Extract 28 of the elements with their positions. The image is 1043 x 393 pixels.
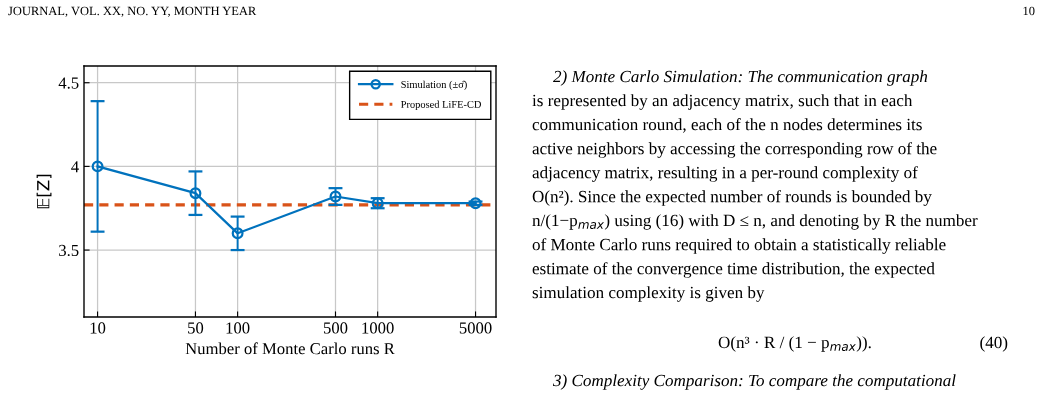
text: (40) [980,336,1008,352]
text: is represented by an adjacency matrix, such that in each [532,94,913,110]
text: 3) Complexity Comparison: To compare the computational [552,374,956,390]
text: 2) Monte Carlo Simulation: The communication graph [553,70,928,86]
y-tick-label: 4.5 [58,77,79,89]
y-tick-label: 3.5 [59,244,79,257]
x-tick-label: 1000 [362,322,394,334]
text: n/(1−p$_{max}$) using (16) with D ≤ n, and denoting by R the number [532,214,978,230]
x-tick-label: 5000 [459,322,492,334]
legend-label: Simulation (±σ̂) [401,80,467,91]
x-tick-label: 100 [226,322,250,334]
x-tick-label: 50 [188,322,204,334]
text: O(n³ · R / (1 − p$_{max}$)). [718,336,871,352]
legend-label: Proposed LiFE-CD [400,100,481,111]
x-tick-label: 10 [90,322,106,334]
text: simulation complexity is given by [532,286,765,302]
y-tick-label: 4 [71,161,79,173]
x-tick-label: 500 [323,322,348,334]
text: 10 [1023,6,1035,16]
x-axis-title: Number of Monte Carlo runs R [185,342,395,355]
y-axis-title: 𝔼[Z] [36,174,52,209]
text: of Monte Carlo runs required to obtain a statistically reliable [532,238,946,254]
text: adjacency matrix, resulting in a per-round complexity of [532,166,918,182]
text: communication round, each of the n nodes determines its [532,118,922,133]
text: estimate of the convergence time distribution, the expected [532,262,935,278]
text: JOURNAL, VOL. XX, NO. YY, MONTH YEAR [8,6,257,17]
text: active neighbors by accessing the corresponding row of the [532,142,937,158]
text: O(n²). Since the expected number of rounds is bounded by [532,190,932,206]
